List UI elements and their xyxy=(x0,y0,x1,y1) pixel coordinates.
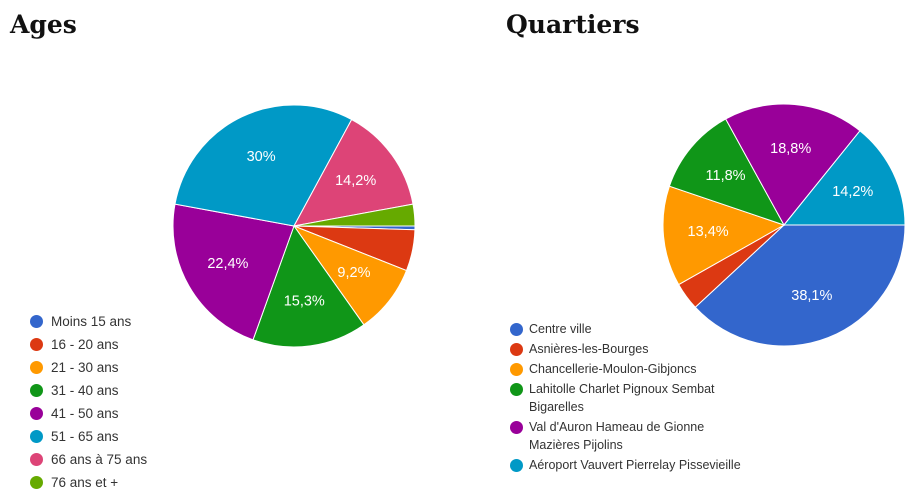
legend-swatch xyxy=(30,315,43,328)
legend-label: 51 - 65 ans xyxy=(51,429,119,444)
quartiers-pie-chart: 38,1% 13,4% 11,8% 18,8% 14,2% xyxy=(662,103,906,347)
legend-item[interactable]: Val d'Auron Hameau de Gionne Mazières Pi… xyxy=(510,418,754,454)
legend-item[interactable]: 76 ans et + xyxy=(30,471,147,494)
legend-swatch xyxy=(510,342,523,356)
legend-label: 31 - 40 ans xyxy=(51,383,119,398)
legend-label: Asnières-les-Bourges xyxy=(529,342,649,356)
ages-slice-3[interactable] xyxy=(252,224,365,348)
legend-item[interactable]: 66 ans à 75 ans xyxy=(30,448,147,471)
legend-label: Val d'Auron Hameau de Gionne Mazières Pi… xyxy=(529,420,705,452)
legend-label: Moins 15 ans xyxy=(51,314,132,329)
legend-item[interactable]: Lahitolle Charlet Pignoux Sembat Bigarel… xyxy=(510,380,754,416)
legend-label: 16 - 20 ans xyxy=(51,337,119,352)
legend-swatch xyxy=(30,430,43,443)
ages-chart-title: Ages xyxy=(10,10,77,39)
ages-slice-label-6: 14,2% xyxy=(335,173,376,189)
quartiers-slice-label-4: 18,8% xyxy=(770,141,811,157)
ages-pie-chart: 9,2% 15,3% 22,4% 30% 14,2% xyxy=(172,104,416,348)
legend-label: Lahitolle Charlet Pignoux Sembat Bigarel… xyxy=(529,382,715,414)
quartiers-slice-2[interactable] xyxy=(662,185,786,286)
quartiers-slice-label-5: 14,2% xyxy=(832,184,873,200)
legend-item[interactable]: Aéroport Vauvert Pierrelay Pissevieille xyxy=(510,456,754,474)
ages-slice-label-2: 9,2% xyxy=(337,265,370,281)
legend-item[interactable]: Centre ville xyxy=(510,320,754,338)
legend-swatch xyxy=(30,384,43,397)
legend-label: 41 - 50 ans xyxy=(51,406,119,421)
legend-swatch xyxy=(30,453,43,466)
legend-label: Aéroport Vauvert Pierrelay Pissevieille xyxy=(529,458,741,472)
legend-item[interactable]: Asnières-les-Bourges xyxy=(510,340,754,358)
ages-legend: Moins 15 ans 16 - 20 ans 21 - 30 ans 31 … xyxy=(30,310,147,494)
ages-slice-6[interactable] xyxy=(293,118,414,227)
legend-swatch xyxy=(30,361,43,374)
legend-swatch xyxy=(510,322,523,336)
legend-item[interactable]: 31 - 40 ans xyxy=(30,379,147,402)
quartiers-slice-label-3: 11,8% xyxy=(706,168,746,184)
ages-slice-4[interactable] xyxy=(172,203,295,341)
quartiers-slice-5[interactable] xyxy=(782,130,906,226)
legend-label: 21 - 30 ans xyxy=(51,360,119,375)
legend-item[interactable]: Moins 15 ans xyxy=(30,310,147,333)
legend-swatch xyxy=(30,476,43,489)
ages-slice-label-5: 30% xyxy=(247,149,276,165)
legend-label: Centre ville xyxy=(529,322,592,336)
quartiers-chart-title: Quartiers xyxy=(506,10,640,39)
legend-swatch xyxy=(510,458,523,472)
legend-swatch xyxy=(510,420,523,434)
legend-swatch xyxy=(510,362,523,376)
legend-label: 76 ans et + xyxy=(51,475,119,490)
legend-item[interactable]: 51 - 65 ans xyxy=(30,425,147,448)
ages-slice-label-4: 22,4% xyxy=(207,256,248,272)
legend-item[interactable]: 16 - 20 ans xyxy=(30,333,147,356)
quartiers-slice-0[interactable] xyxy=(694,224,906,347)
quartiers-slice-label-2: 13,4% xyxy=(688,224,729,240)
quartiers-legend: Centre ville Asnières-les-Bourges Chance… xyxy=(510,320,754,476)
legend-swatch xyxy=(30,338,43,351)
legend-item[interactable]: Chancellerie-Moulon-Gibjoncs xyxy=(510,360,754,378)
ages-slice-5[interactable] xyxy=(174,104,353,227)
legend-item[interactable]: 41 - 50 ans xyxy=(30,402,147,425)
quartiers-slice-4[interactable] xyxy=(725,103,861,226)
quartiers-slice-3[interactable] xyxy=(668,118,786,226)
legend-swatch xyxy=(30,407,43,420)
legend-label: 66 ans à 75 ans xyxy=(51,452,148,467)
ages-slice-label-3: 15,3% xyxy=(284,293,325,309)
legend-label: Chancellerie-Moulon-Gibjoncs xyxy=(529,362,697,376)
quartiers-slice-label-0: 38,1% xyxy=(791,288,832,304)
ages-slice-7[interactable] xyxy=(293,203,416,227)
legend-item[interactable]: 21 - 30 ans xyxy=(30,356,147,379)
legend-swatch xyxy=(510,382,523,396)
